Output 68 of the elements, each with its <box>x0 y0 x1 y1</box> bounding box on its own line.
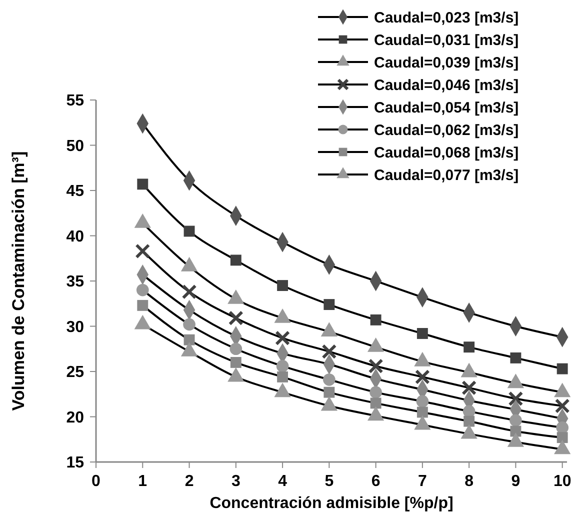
x-tick-label: 5 <box>324 473 334 490</box>
point <box>370 398 382 409</box>
point <box>556 363 568 374</box>
legend-label: Caudal=0,046 [m3/s] <box>374 76 519 94</box>
legend-label: Caudal=0,039 [m3/s] <box>374 54 519 72</box>
point <box>228 310 244 326</box>
legend-label: Caudal=0,054 [m3/s] <box>374 99 519 116</box>
point <box>230 356 242 368</box>
x-tick-label: 3 <box>231 473 240 490</box>
point <box>370 386 382 398</box>
point <box>510 414 522 427</box>
legend-label: Caudal=0,077 [m3/s] <box>374 166 519 184</box>
point <box>137 300 148 311</box>
x-tick-label: 7 <box>418 473 427 490</box>
x-tick-label: 2 <box>184 473 194 490</box>
y-tick-label: 50 <box>66 138 84 155</box>
x-tick-label: 1 <box>138 473 148 490</box>
point <box>464 416 475 427</box>
x-tick-label: 6 <box>371 473 380 490</box>
y-axis-title: Volumen de Contaminación [m³] <box>9 151 28 411</box>
x-axis-title: Concentración admisible [%p/p] <box>210 495 454 512</box>
point <box>184 226 195 237</box>
point <box>324 386 335 398</box>
point <box>322 373 336 386</box>
point <box>370 314 382 326</box>
point <box>416 328 428 339</box>
y-tick-label: 40 <box>66 228 84 246</box>
point <box>462 380 477 396</box>
legend-label: Caudal=0,031 [m3/s] <box>374 32 519 49</box>
point <box>510 352 522 364</box>
y-tick-label: 20 <box>66 409 84 426</box>
x-tick-label: 4 <box>278 473 288 490</box>
point <box>416 395 429 408</box>
x-tick-label: 10 <box>553 473 572 490</box>
point <box>135 244 150 259</box>
point <box>230 342 242 356</box>
legend-label: Caudal=0,068 [m3/s] <box>374 144 519 162</box>
y-tick-label: 35 <box>66 274 84 291</box>
y-tick-label: 55 <box>66 92 84 110</box>
point <box>277 371 288 382</box>
y-tick-label: 15 <box>66 454 84 472</box>
point <box>182 284 197 300</box>
point <box>184 334 195 346</box>
point <box>368 358 384 374</box>
point <box>508 391 524 406</box>
x-tick-label: 8 <box>464 473 474 490</box>
point <box>414 369 430 384</box>
y-tick-label: 30 <box>66 318 84 336</box>
point <box>554 398 570 414</box>
point <box>183 318 196 331</box>
point <box>230 254 242 266</box>
y-tick-label: 25 <box>66 364 84 382</box>
point <box>416 406 428 418</box>
point <box>322 344 337 360</box>
legend-label: Caudal=0,062 [m3/s] <box>374 122 519 139</box>
point <box>462 405 476 418</box>
y-tick-label: 45 <box>66 183 84 200</box>
point <box>137 178 148 190</box>
point <box>464 342 475 353</box>
point <box>277 280 288 291</box>
point <box>276 360 289 372</box>
point <box>324 299 335 310</box>
x-tick-label: 9 <box>511 473 520 490</box>
point <box>136 284 149 296</box>
legend-label: Caudal=0,023 [m3/s] <box>374 9 519 26</box>
point <box>556 432 568 444</box>
point <box>275 330 290 346</box>
x-tick-label: 0 <box>92 473 101 490</box>
